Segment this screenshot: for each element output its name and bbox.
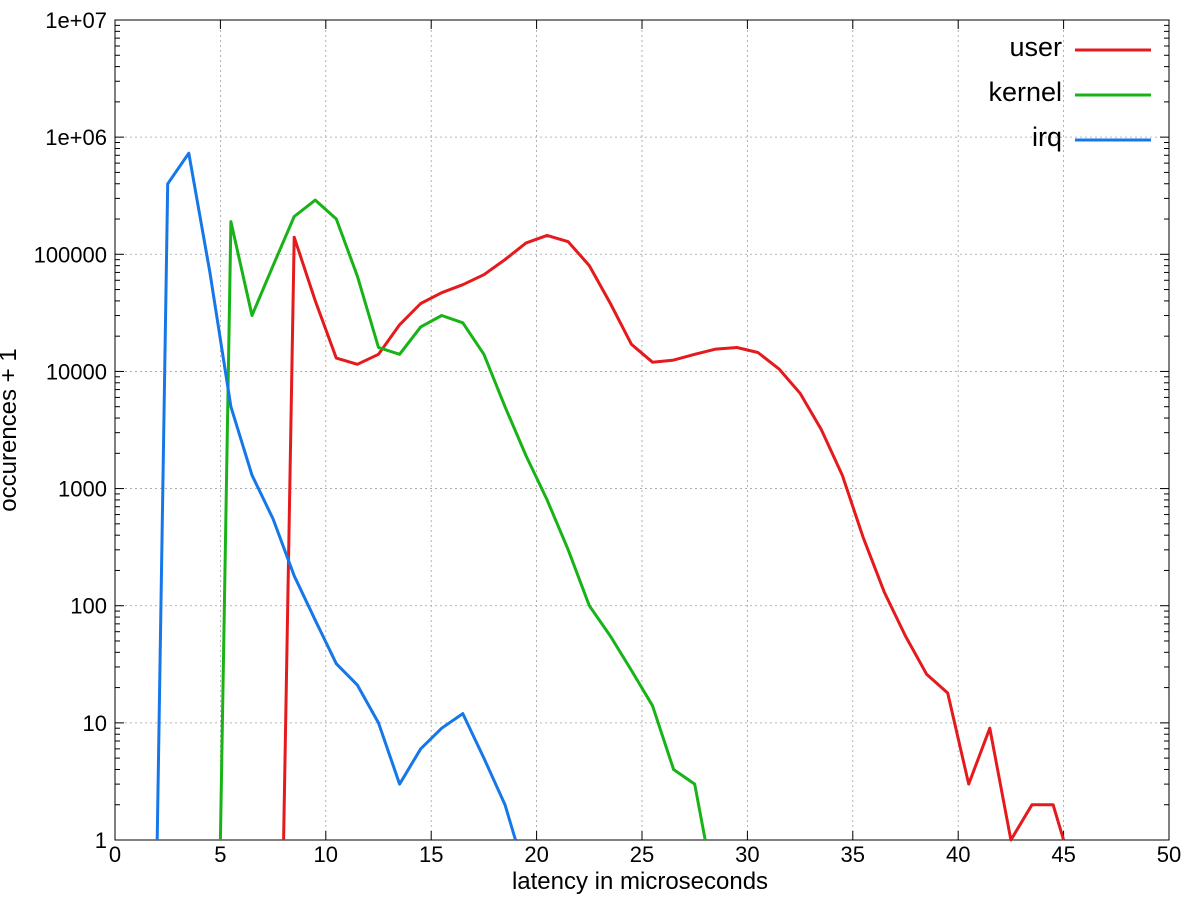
y-tick-label: 100 bbox=[70, 594, 107, 619]
x-tick-label: 20 bbox=[524, 842, 548, 867]
x-tick-label: 15 bbox=[419, 842, 443, 867]
series-lines bbox=[155, 151, 1066, 842]
y-tick-label: 1e+07 bbox=[45, 8, 107, 33]
x-tick-label: 40 bbox=[946, 842, 970, 867]
x-tick-label: 25 bbox=[630, 842, 654, 867]
series-irq-line bbox=[155, 151, 517, 841]
legend-label-kernel: kernel bbox=[988, 77, 1062, 107]
y-tick-label: 1 bbox=[95, 828, 107, 853]
axis-ticks: 0 5 10 15 20 25 30 35 40 45 50 1 10 100 1000 10000 10000… bbox=[34, 8, 1182, 867]
x-tick-label: 0 bbox=[109, 842, 121, 867]
x-tick-label: 30 bbox=[735, 842, 759, 867]
y-tick-label: 10000 bbox=[46, 359, 107, 384]
x-tick-label: 50 bbox=[1157, 842, 1181, 867]
x-axis-title: latency in microseconds bbox=[512, 868, 768, 895]
x-tick-label: 45 bbox=[1051, 842, 1075, 867]
legend: user kernel irq bbox=[988, 32, 1151, 152]
y-tick-label: 1000 bbox=[58, 477, 107, 502]
legend-label-user: user bbox=[1009, 32, 1062, 62]
x-tick-label: 5 bbox=[214, 842, 226, 867]
legend-label-irq: irq bbox=[1032, 122, 1062, 152]
y-axis-title: occurences + 1 bbox=[0, 348, 22, 511]
y-tick-label: 1e+06 bbox=[45, 125, 107, 150]
series-user-line bbox=[282, 233, 1066, 842]
y-tick-label: 100000 bbox=[34, 242, 107, 267]
x-tick-label: 35 bbox=[841, 842, 865, 867]
series-kernel-line bbox=[218, 198, 707, 841]
grid bbox=[115, 20, 1169, 840]
y-tick-label: 10 bbox=[83, 711, 107, 736]
x-tick-label: 10 bbox=[314, 842, 338, 867]
